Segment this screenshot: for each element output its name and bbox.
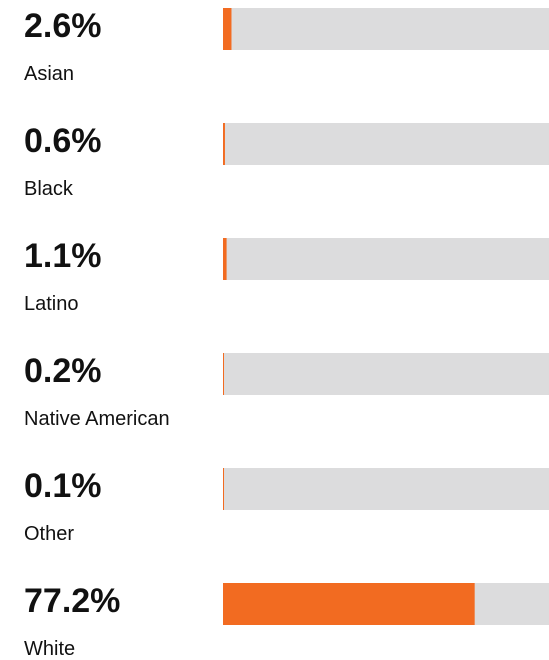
bar-track <box>223 123 549 165</box>
bar <box>223 353 224 395</box>
bar-track <box>223 353 549 395</box>
category-label: Other <box>24 523 74 545</box>
bar <box>223 123 225 165</box>
bar <box>223 468 224 510</box>
bar-track <box>223 468 549 510</box>
value-label: 1.1% <box>24 237 102 275</box>
category-label: Black <box>24 178 74 200</box>
category-label: Native American <box>24 408 170 430</box>
value-label: 77.2% <box>24 582 120 620</box>
value-label: 0.2% <box>24 352 102 390</box>
value-label: 0.6% <box>24 122 102 160</box>
category-label: Asian <box>24 63 74 85</box>
bar <box>223 583 475 625</box>
bar <box>223 238 227 280</box>
value-label: 0.1% <box>24 467 102 505</box>
bar-track <box>223 8 549 50</box>
value-label: 2.6% <box>24 7 102 45</box>
category-label: Latino <box>24 293 79 315</box>
bar-track <box>223 238 549 280</box>
bar <box>223 8 232 50</box>
category-label: White <box>24 638 75 660</box>
